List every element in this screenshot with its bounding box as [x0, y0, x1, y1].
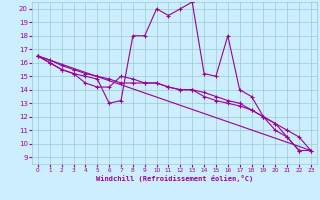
X-axis label: Windchill (Refroidissement éolien,°C): Windchill (Refroidissement éolien,°C): [96, 175, 253, 182]
